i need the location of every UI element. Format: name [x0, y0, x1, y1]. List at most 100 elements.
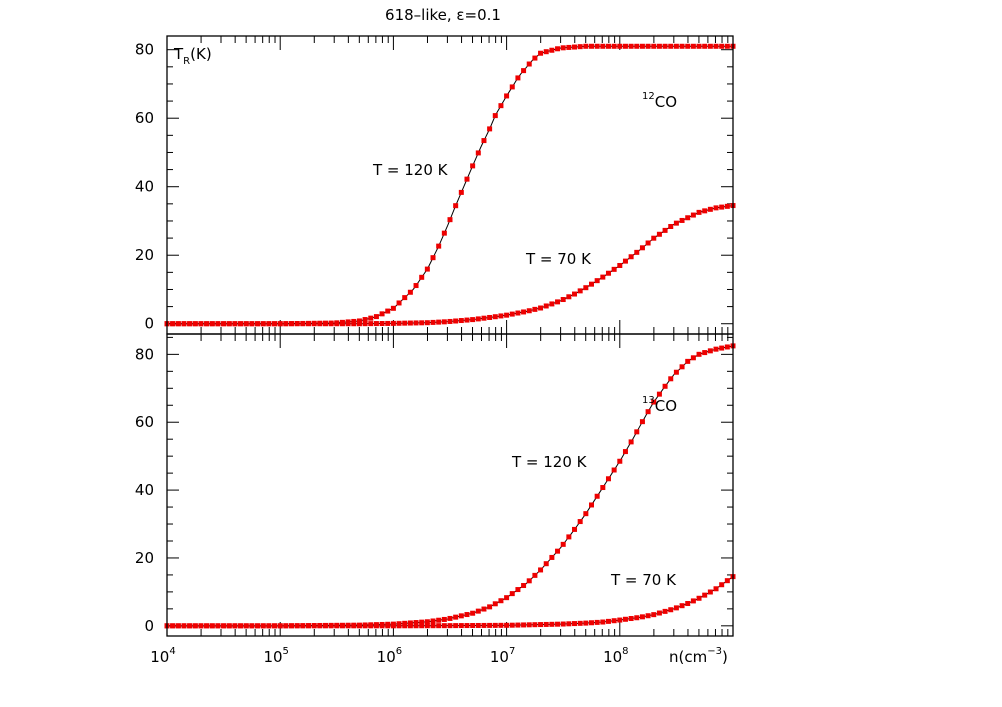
- series-label: T = 70 K: [610, 571, 677, 589]
- data-point: [605, 476, 611, 482]
- data-point: [436, 243, 442, 249]
- data-point: [526, 308, 532, 314]
- data-point: [487, 126, 493, 132]
- data-point: [645, 409, 651, 415]
- data-point: [555, 548, 561, 554]
- bottom-plot-frame: [166, 333, 734, 637]
- data-point: [300, 321, 306, 327]
- x-tick-exponent: 6: [396, 646, 402, 657]
- data-point: [447, 318, 453, 324]
- data-point: [277, 623, 283, 629]
- data-point: [402, 623, 408, 629]
- data-point: [322, 321, 328, 327]
- data-point: [424, 623, 430, 629]
- bottom-labels: T = 120 K T = 70 K 13CO: [511, 395, 677, 589]
- data-point: [673, 369, 679, 375]
- x-tick-base: 10: [490, 648, 509, 666]
- x-tick-base: 10: [377, 648, 396, 666]
- data-point: [464, 623, 470, 629]
- x-axis-label-close: ): [722, 648, 728, 666]
- data-point: [504, 93, 510, 99]
- data-point: [673, 43, 679, 49]
- data-point: [628, 254, 634, 260]
- data-point: [170, 321, 176, 327]
- data-point: [583, 511, 589, 517]
- data-point: [560, 45, 566, 51]
- data-point: [339, 321, 345, 327]
- data-point: [589, 43, 594, 49]
- data-point: [413, 320, 419, 326]
- data-point: [243, 321, 249, 327]
- data-point: [192, 623, 198, 629]
- data-point: [424, 320, 430, 326]
- y-tick-label: 80: [135, 345, 154, 363]
- data-point: [600, 43, 606, 49]
- data-point: [255, 321, 261, 327]
- x-axis-label-sup: −3: [707, 646, 722, 657]
- data-point: [679, 364, 685, 370]
- data-point: [611, 43, 617, 49]
- data-point: [566, 44, 572, 50]
- data-point: [407, 623, 413, 629]
- data-point: [368, 315, 374, 321]
- data-point: [232, 321, 238, 327]
- y-tick-label: 80: [135, 41, 154, 59]
- data-point: [436, 623, 442, 629]
- data-point: [634, 43, 640, 49]
- data-point: [453, 203, 459, 209]
- data-point: [266, 623, 272, 629]
- data-point: [509, 311, 515, 317]
- data-point: [560, 541, 566, 547]
- data-point: [583, 43, 589, 49]
- data-point: [656, 610, 662, 616]
- data-point: [555, 299, 561, 305]
- data-point: [611, 266, 617, 272]
- data-point: [232, 623, 238, 629]
- data-point: [583, 620, 589, 626]
- data-point: [294, 623, 300, 629]
- data-point: [594, 278, 600, 284]
- data-point: [656, 391, 662, 397]
- data-point: [719, 204, 725, 210]
- data-point: [504, 595, 510, 601]
- data-point: [622, 43, 628, 49]
- series-label: T = 120 K: [511, 453, 588, 471]
- data-point: [622, 449, 628, 455]
- data-point: [651, 43, 657, 49]
- data-point: [724, 344, 730, 350]
- data-point: [470, 317, 476, 323]
- data-point: [351, 321, 357, 327]
- data-point: [204, 623, 210, 629]
- data-point: [362, 623, 368, 629]
- data-point: [713, 586, 719, 592]
- data-point: [611, 618, 617, 624]
- data-point: [447, 623, 453, 629]
- data-point: [572, 526, 578, 532]
- data-point: [702, 43, 708, 49]
- data-point: [639, 43, 645, 49]
- data-point: [215, 321, 221, 327]
- data-point: [515, 587, 521, 593]
- data-point: [470, 623, 476, 629]
- data-point: [311, 321, 317, 327]
- series-line: [167, 45, 733, 325]
- data-point: [221, 623, 227, 629]
- data-point: [532, 572, 538, 578]
- data-point: [668, 43, 674, 49]
- data-point: [328, 321, 334, 327]
- data-point: [368, 623, 374, 629]
- data-point: [356, 318, 362, 324]
- x-tick-label: 104: [150, 646, 175, 666]
- data-point: [356, 623, 362, 629]
- data-point: [673, 220, 679, 226]
- data-point: [628, 616, 634, 622]
- y-tick-label: 20: [135, 246, 154, 264]
- data-point: [543, 561, 549, 567]
- data-point: [515, 622, 521, 628]
- data-point: [396, 320, 402, 326]
- data-point: [226, 321, 232, 327]
- data-point: [379, 623, 385, 629]
- data-point: [724, 578, 730, 584]
- y-tick-label: 60: [135, 109, 154, 127]
